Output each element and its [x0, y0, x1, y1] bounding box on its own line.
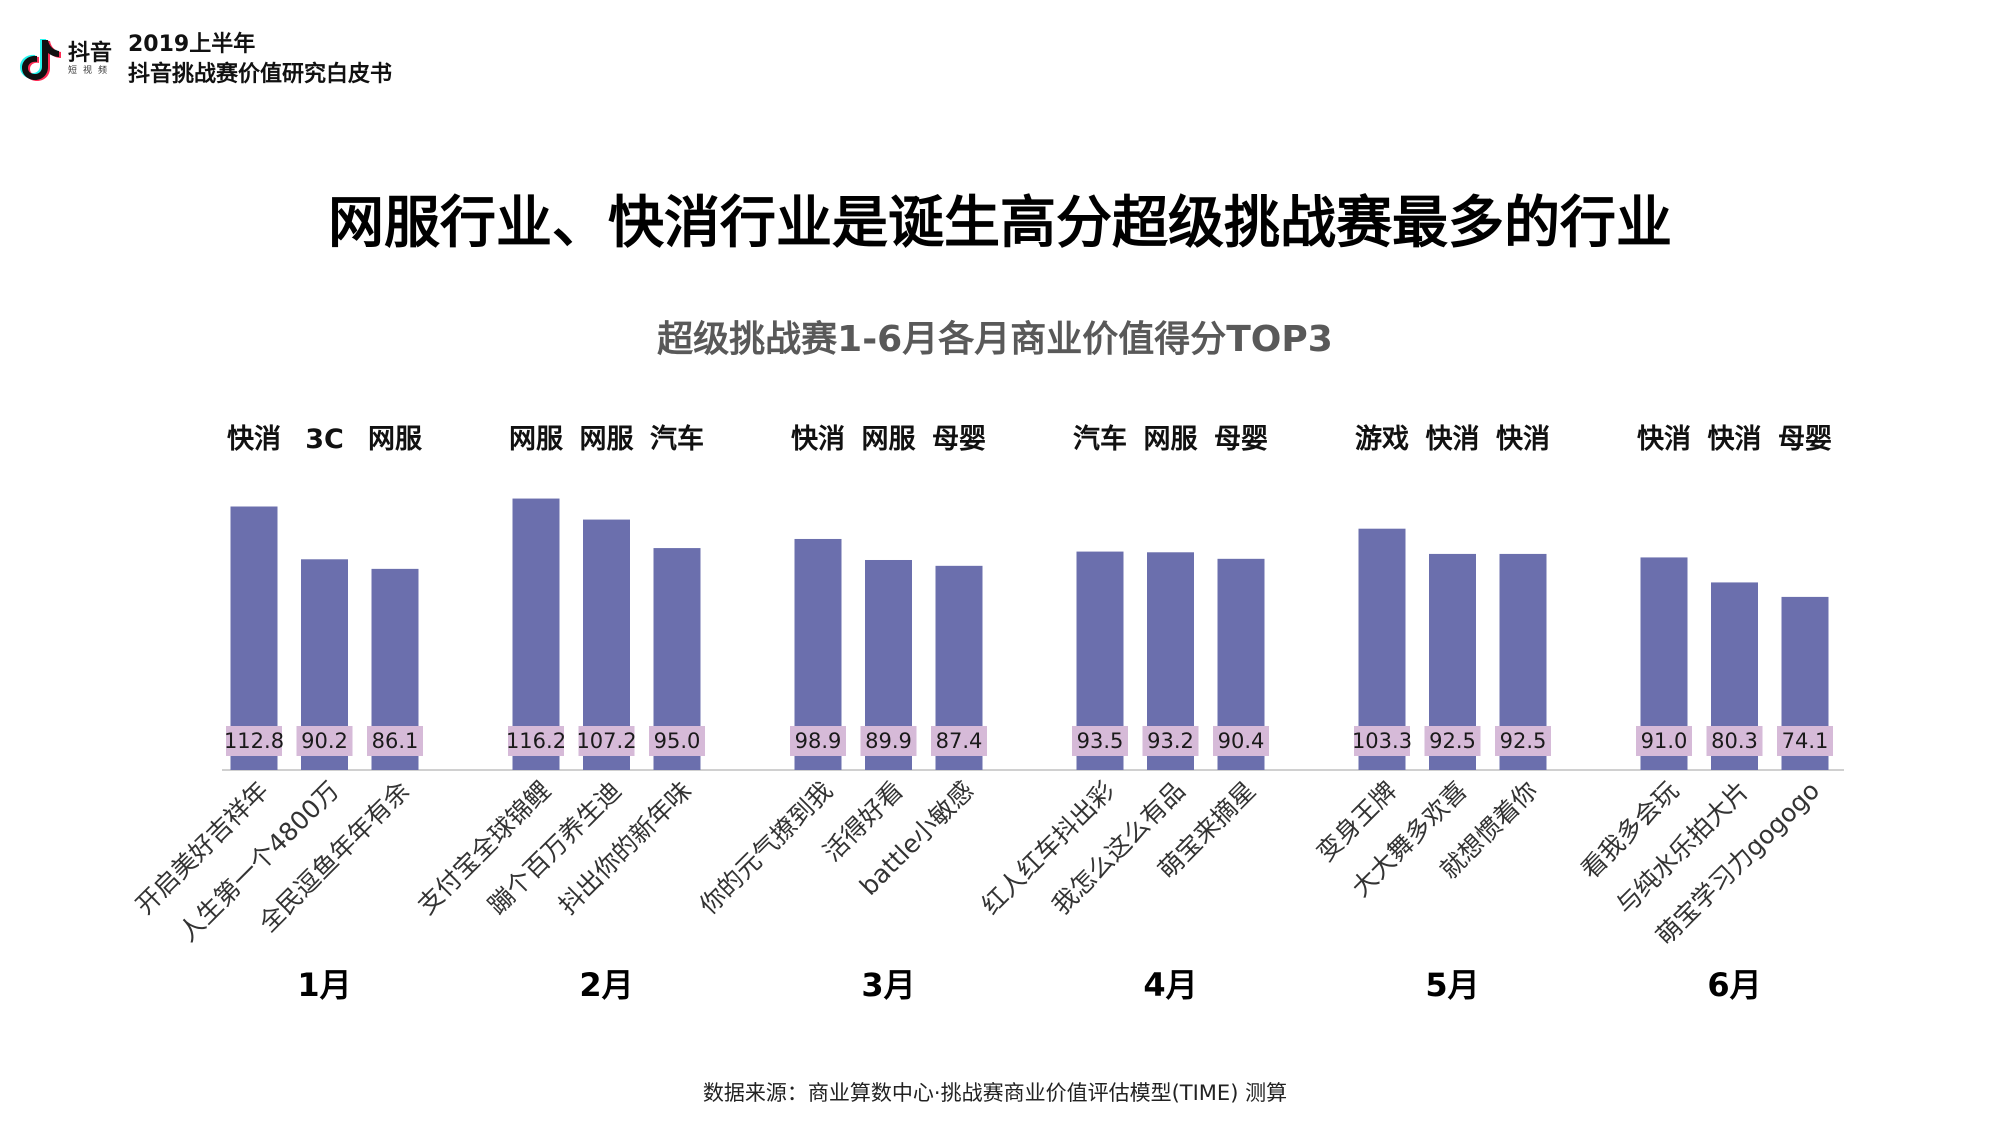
brand-name: 抖音	[68, 40, 113, 66]
industry-label: 快消	[1426, 424, 1480, 455]
value-label: 91.0	[1641, 729, 1688, 753]
value-label-bg	[1636, 726, 1692, 756]
industry-label: 游戏	[1355, 424, 1409, 455]
industry-label: 母婴	[1214, 424, 1268, 455]
value-label: 92.5	[1500, 729, 1547, 753]
value-label-bg	[649, 726, 705, 756]
industry-label: 汽车	[650, 423, 704, 455]
data-source-note: 数据来源：商业算数中心·挑战赛商业价值评估模型(TIME) 测算	[702, 1081, 1288, 1105]
value-label: 90.4	[1218, 729, 1265, 753]
value-label: 98.9	[795, 729, 842, 753]
value-label-bg	[226, 726, 282, 756]
value-label: 89.9	[865, 729, 912, 753]
industry-label: 快消	[1637, 424, 1691, 455]
report-title-line2: 抖音挑战赛价值研究白皮书	[128, 62, 393, 87]
value-label-bg	[1777, 726, 1833, 756]
industry-label: 汽车	[1073, 423, 1127, 455]
value-label-bg	[931, 726, 987, 756]
value-label-bg	[1072, 726, 1128, 756]
value-label-bg	[790, 726, 846, 756]
industry-label: 快消	[791, 424, 845, 455]
month-label: 5月	[1425, 966, 1479, 1004]
value-label: 112.8	[224, 729, 284, 753]
industry-label: 母婴	[1778, 424, 1832, 455]
value-label-bg	[1142, 726, 1199, 756]
value-label: 74.1	[1782, 729, 1829, 753]
value-label: 103.3	[1352, 729, 1412, 753]
value-label: 86.1	[372, 729, 419, 753]
industry-label: 网服	[509, 424, 564, 455]
month-label: 6月	[1707, 966, 1761, 1004]
chart-title: 超级挑战赛1-6月各月商业价值得分TOP3	[657, 319, 1333, 360]
challenge-label: 你的元气撩到我	[694, 776, 838, 920]
value-label: 93.2	[1147, 729, 1194, 753]
industry-label: 网服	[368, 424, 423, 455]
month-label: 4月	[1143, 966, 1197, 1004]
tiktok-note-icon	[20, 39, 61, 81]
value-label-bg	[860, 726, 917, 756]
value-label: 93.5	[1077, 729, 1124, 753]
value-label-bg	[578, 726, 635, 756]
value-label-bg	[1495, 726, 1551, 756]
value-label: 107.2	[576, 729, 636, 753]
value-label: 95.0	[654, 729, 701, 753]
industry-label: 快消	[1708, 424, 1762, 455]
value-label-bg	[1213, 726, 1269, 756]
value-label: 90.2	[301, 729, 348, 753]
industry-label: 网服	[862, 424, 917, 455]
logo: 抖音 短视频	[18, 36, 113, 82]
brand-subtitle: 短视频	[68, 65, 114, 76]
industry-label: 快消	[227, 424, 281, 455]
page-headline: 网服行业、快消行业是诞生高分超级挑战赛最多的行业	[328, 191, 1672, 256]
industry-label: 网服	[580, 424, 635, 455]
industry-label: 3C	[305, 424, 344, 455]
value-label: 87.4	[936, 729, 983, 753]
value-label: 92.5	[1429, 729, 1476, 753]
industry-label: 母婴	[932, 424, 986, 455]
industry-label: 快消	[1496, 424, 1550, 455]
value-label-bg	[508, 726, 564, 756]
report-title-line1: 2019上半年	[128, 32, 256, 57]
report-title: 2019上半年 抖音挑战赛价值研究白皮书	[128, 30, 392, 90]
value-label: 80.3	[1711, 729, 1758, 753]
value-label-bg	[296, 726, 353, 756]
value-label-bg	[1706, 726, 1763, 756]
month-label: 1月	[297, 966, 351, 1004]
value-label-bg	[1354, 726, 1410, 756]
bar	[512, 498, 560, 770]
value-label-bg	[1424, 726, 1481, 756]
industry-label: 网服	[1144, 424, 1199, 455]
value-label: 116.2	[506, 729, 566, 753]
month-label: 2月	[579, 966, 633, 1004]
value-label-bg	[367, 726, 423, 756]
month-label: 3月	[861, 966, 915, 1004]
